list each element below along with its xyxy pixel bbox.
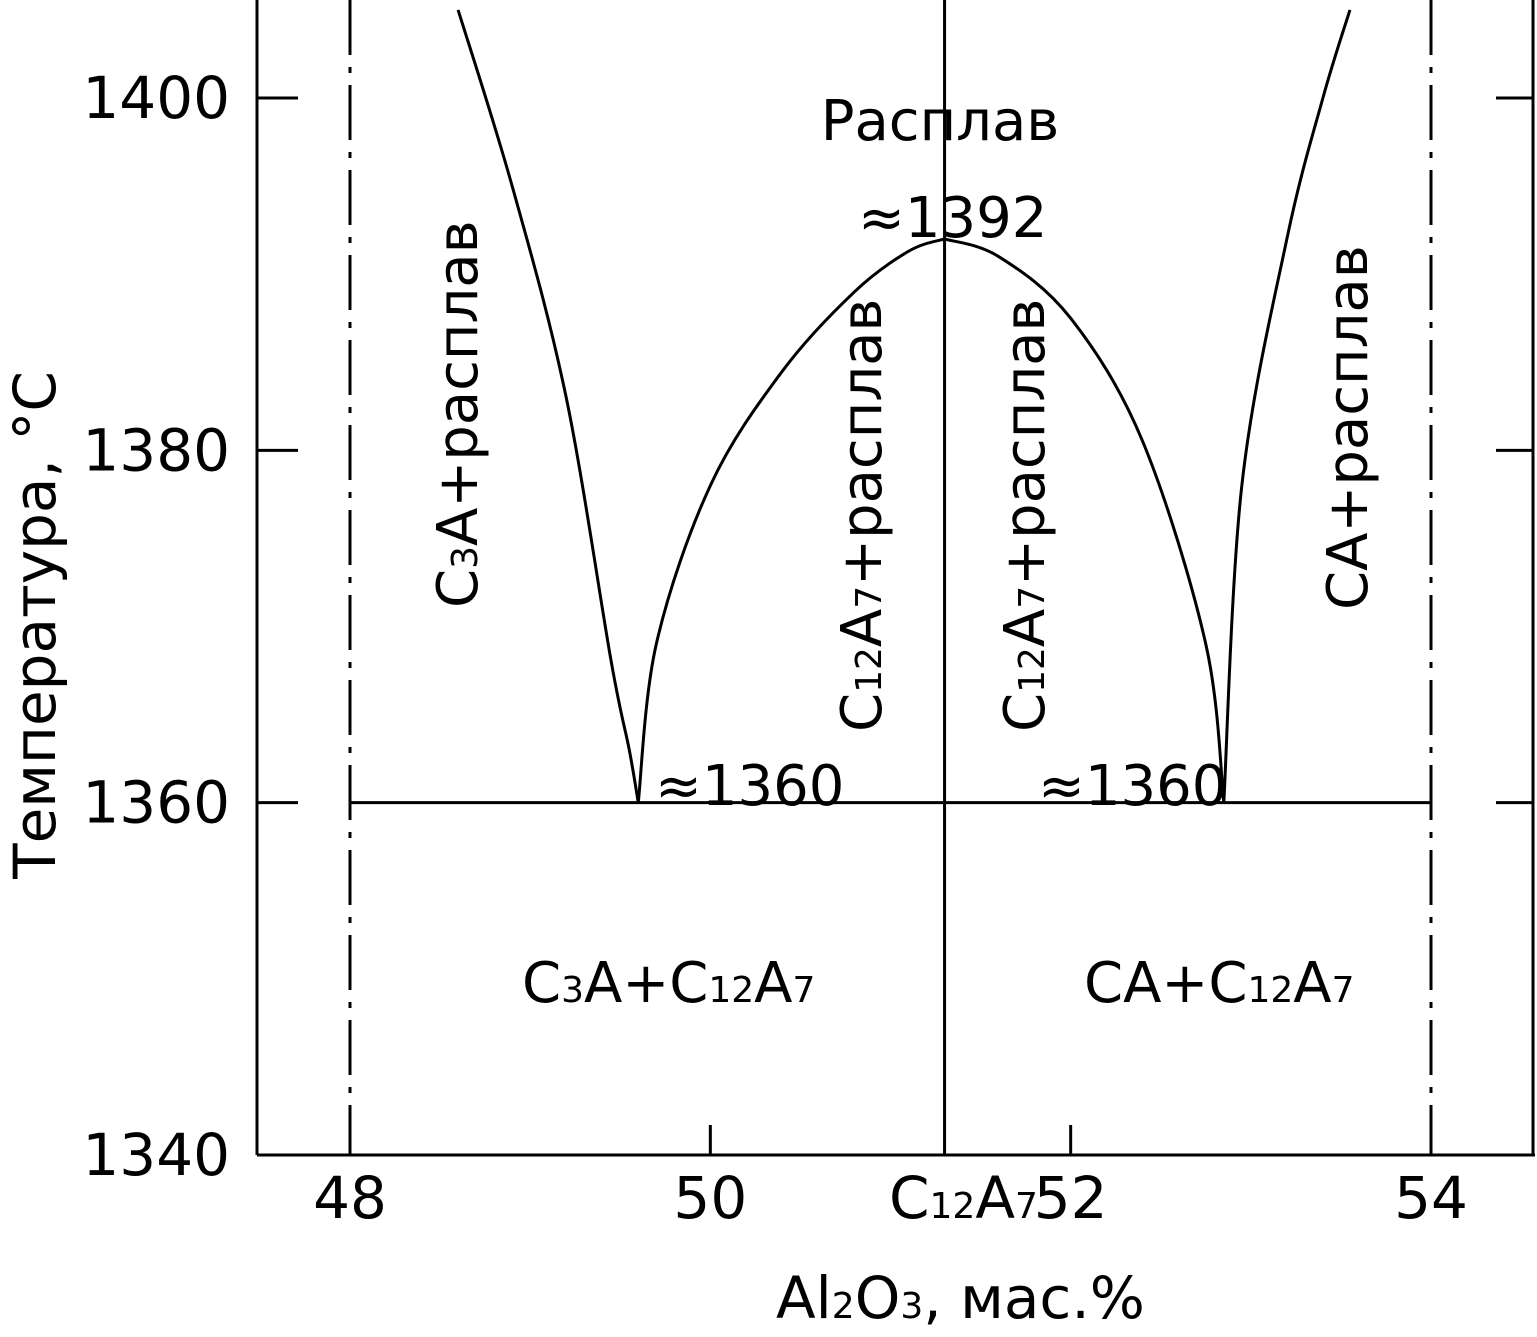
region-c3a-melt: C3A+расплав [426,220,491,608]
composition-lines [348,0,1433,1155]
liquidus-curve-1 [636,237,946,803]
x-tick-label-48: 48 [313,1164,387,1232]
c12a7-left-sub1: 12 [849,647,890,693]
tick-labels: 1340 1360 1380 1400 48 50 52 54 [82,64,1468,1232]
x-title-tail: , мас.% [923,1264,1145,1332]
region-ca-c12a7: CA+C12A7 [1084,951,1354,1016]
c3a-c12a7-sub1: 3 [561,970,584,1011]
y-axis-title: Температура, °C [1,371,69,880]
liquidus-curve-2 [944,237,1226,803]
c12a7-right-sub1: 12 [1012,647,1053,693]
axis-ticks [257,96,1533,1155]
liquidus-curve-3 [1222,9,1352,803]
c3a-c12a7-main: C [522,951,561,1016]
ca-c12a7-sub1: 12 [1247,970,1293,1011]
x-title-main: Al [776,1264,832,1332]
c3a-melt-sub: 3 [445,546,486,569]
c12a7-left-main: C [830,693,895,732]
y-tick-label-1400: 1400 [82,64,230,132]
y-tick-label-1340: 1340 [82,1121,230,1189]
region-c12a7-melt-right: C12A7+расплав [993,299,1058,732]
c12a7-right-main: C [993,693,1058,732]
ca-c12a7-main: CA+C [1084,951,1247,1016]
ca-c12a7-sub2: 7 [1332,970,1355,1011]
x-tick-label-52: 52 [1034,1164,1108,1232]
melt-label: Расплав [821,89,1060,154]
c3a-melt-main: C [426,569,491,608]
plot-frame [255,0,1535,1157]
c12a7-left-mid: A [830,609,895,647]
c12a7-left-tail: +расплав [830,299,895,586]
region-ca-melt: CA+расплав [1316,245,1381,610]
x-title-mid: O [855,1264,901,1332]
ca-c12a7-mid: A [1293,951,1331,1016]
c3a-melt-tail: A+расплав [426,220,491,546]
x-title-sub2: 3 [900,1286,923,1327]
compound-tick-mid: A [975,1164,1015,1232]
y-tick-label-1360: 1360 [82,769,230,837]
c12a7-right-tail: +расплав [993,299,1058,586]
x-tick-label-50: 50 [673,1164,747,1232]
liquidus-curves [456,9,1352,803]
region-c12a7-melt-left: C12A7+расплав [830,299,895,732]
x-title-sub1: 2 [832,1286,855,1327]
eutectic-right-label: ≈1360 [1038,754,1227,819]
eutectic-left-label: ≈1360 [655,754,844,819]
max-temp-label: ≈1392 [858,186,1047,251]
c3a-c12a7-mid: A+C [584,951,708,1016]
x-axis-title: Al2O3, мас.% [776,1264,1145,1332]
y-tick-label-1380: 1380 [82,416,230,484]
region-c3a-c12a7: C3A+C12A7 [522,951,815,1016]
liquidus-curve-0 [456,9,640,803]
x-tick-label-54: 54 [1394,1164,1468,1232]
c12a7-right-mid: A [993,609,1058,647]
c3a-c12a7-mid2: A [754,951,792,1016]
c3a-c12a7-sub3: 7 [792,970,815,1011]
c3a-c12a7-sub2: 12 [708,970,754,1011]
c12a7-left-sub2: 7 [849,586,890,609]
compound-tick-sub2: 7 [1015,1186,1038,1227]
compound-tick-main: C [889,1164,930,1232]
c12a7-right-sub2: 7 [1012,586,1053,609]
compound-tick-label: C12A7 [889,1164,1038,1232]
compound-tick-sub1: 12 [930,1186,976,1227]
